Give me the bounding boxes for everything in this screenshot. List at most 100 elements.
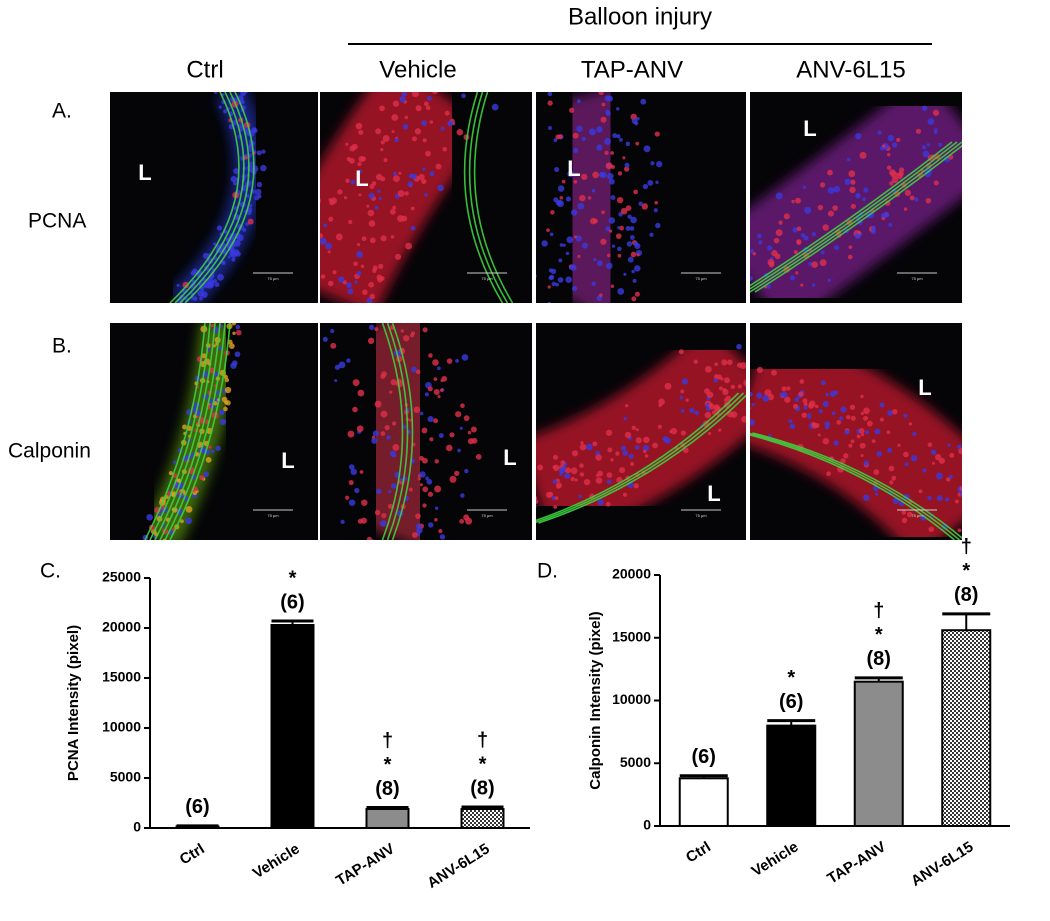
nucleus: [970, 480, 975, 485]
nucleus: [550, 210, 555, 215]
nucleus: [914, 197, 919, 202]
nucleus: [979, 129, 983, 133]
nucleus: [548, 491, 554, 497]
nucleus: [374, 509, 381, 516]
vessel-wall: [322, 323, 481, 540]
nucleus: [382, 134, 390, 142]
elastic-lamina: [169, 323, 231, 540]
nucleus: [536, 499, 539, 505]
nucleus: [654, 131, 660, 137]
nucleus: [571, 285, 578, 292]
nucleus: [355, 122, 363, 130]
nucleus: [352, 406, 358, 413]
nucleus: [404, 191, 409, 196]
elastic-lamina: [159, 323, 221, 540]
nucleus: [378, 263, 384, 269]
bar-annotation: †: [961, 536, 972, 558]
nucleus: [457, 448, 461, 453]
nucleus: [223, 374, 228, 380]
nucleus: [600, 238, 607, 245]
nucleus: [886, 165, 892, 170]
nucleus: [547, 92, 553, 97]
nucleus: [863, 494, 870, 501]
nucleus: [348, 464, 355, 470]
nucleus: [427, 416, 434, 423]
nucleus: [438, 529, 443, 534]
nucleus: [444, 309, 449, 314]
panel-label: A.: [52, 100, 72, 123]
nucleus: [870, 229, 876, 235]
nucleus: [653, 208, 658, 213]
nucleus: [460, 403, 465, 409]
nucleus: [325, 242, 332, 250]
nucleus: [886, 430, 891, 435]
nucleus: [231, 323, 237, 326]
nucleus: [827, 169, 833, 176]
nucleus: [411, 532, 418, 538]
elastic-lamina: [179, 92, 250, 303]
nucleus: [843, 453, 849, 459]
nucleus: [860, 453, 864, 458]
nucleus: [930, 449, 937, 455]
nucleus: [848, 443, 853, 448]
nucleus: [597, 304, 603, 310]
nucleus: [199, 296, 203, 301]
nucleus: [367, 337, 375, 345]
nucleus: [219, 409, 225, 416]
nucleus: [252, 127, 258, 134]
elastic-lamina: [754, 144, 962, 293]
nucleus: [176, 283, 180, 287]
nucleus: [556, 200, 564, 208]
nucleus: [629, 235, 635, 240]
nucleus: [576, 125, 583, 132]
nucleus: [368, 192, 375, 199]
nucleus: [903, 451, 909, 458]
nucleus: [537, 464, 544, 471]
nucleus: [901, 517, 908, 524]
nucleus: [390, 379, 397, 386]
nucleus: [332, 270, 337, 275]
nucleus: [340, 519, 345, 525]
nucleus: [873, 469, 880, 475]
nucleus: [565, 251, 570, 256]
nucleus: [565, 196, 572, 202]
nucleus: [434, 314, 439, 319]
nucleus: [619, 467, 626, 474]
nucleus: [922, 150, 930, 158]
scale-label: 75 μm: [911, 513, 923, 518]
nucleus: [554, 167, 560, 173]
nucleus: [235, 251, 241, 257]
nucleus: [964, 474, 968, 478]
nucleus: [368, 324, 375, 331]
nucleus: [606, 262, 613, 270]
nucleus: [846, 415, 851, 420]
nucleus: [635, 428, 639, 432]
nucleus: [400, 329, 404, 333]
micrograph: L 75 μm: [110, 92, 318, 303]
nucleus: [351, 143, 358, 150]
nucleus: [616, 196, 624, 204]
nucleus: [356, 250, 364, 258]
nucleus: [571, 209, 578, 216]
nucleus: [591, 281, 596, 287]
nucleus: [656, 160, 663, 168]
nucleus: [862, 415, 869, 421]
nucleus: [588, 128, 596, 136]
nucleus: [927, 442, 933, 447]
nucleus: [213, 242, 217, 246]
bar-annotation: *: [479, 753, 487, 775]
nucleus: [948, 474, 953, 479]
nucleus: [615, 233, 622, 239]
nucleus: [215, 445, 221, 451]
nucleus: [958, 447, 962, 455]
nucleus: [197, 290, 205, 297]
nucleus: [419, 471, 426, 478]
nucleus: [817, 204, 824, 211]
column-label: TAP-ANV: [581, 56, 683, 83]
x-tick-label: Ctrl: [177, 840, 208, 868]
nucleus: [959, 486, 962, 492]
nucleus: [353, 261, 358, 267]
nucleus: [375, 173, 383, 181]
nucleus: [829, 391, 836, 398]
elastic-lamina: [750, 432, 961, 540]
